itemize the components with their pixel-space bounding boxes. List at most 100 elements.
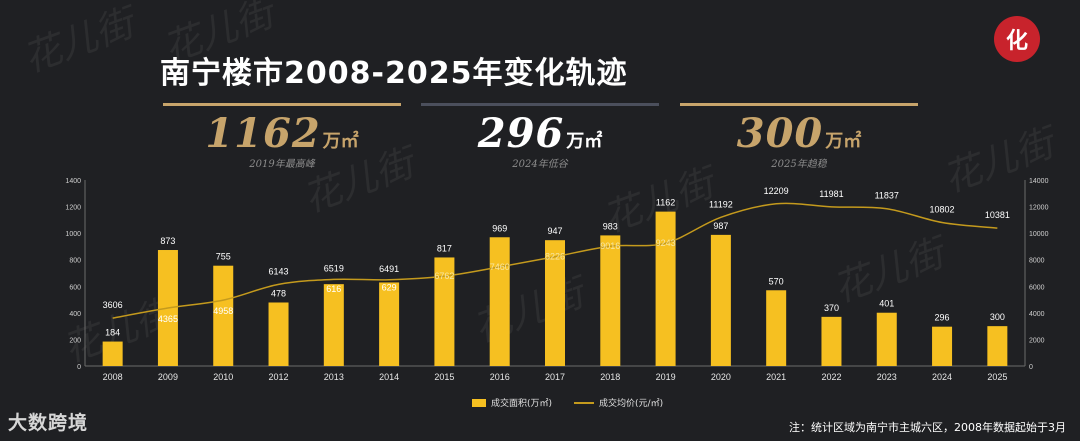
y-tick-label-right: 4000 [1029,311,1045,318]
bar-data-label: 370 [824,303,839,313]
brand-name: 大数跨境 [8,412,89,434]
x-tick-label: 2018 [600,372,620,382]
bar [545,240,565,366]
chart-legend: 成交面积(万㎡) 成交均价(元/㎡) [472,396,663,409]
highlight-caption: 2024年低谷 [512,159,568,170]
y-tick-label-right: 8000 [1029,258,1045,265]
line-data-label: 4958 [213,306,233,316]
bar [489,237,510,366]
bar-data-label: 629 [382,282,397,292]
bar-data-label: 755 [216,252,231,262]
highlight-unit: 万㎡ [322,131,359,152]
bar [710,234,731,366]
footnote: 注：统计区域为南宁市主城六区，2008年数据起始于3月 [789,421,1066,434]
y-tick-label-left: 400 [69,311,81,318]
line-data-label: 4365 [158,314,178,324]
highlight-divider [680,103,918,106]
x-tick-label: 2013 [324,372,344,382]
highlight-unit: 万㎡ [566,131,603,152]
x-tick-label: 2009 [158,372,178,382]
bar-data-label: 983 [603,221,618,231]
x-tick-label: 2010 [213,372,233,382]
bar [932,326,953,366]
highlight-divider [421,103,659,106]
line-data-label: 11981 [819,189,843,199]
x-tick-label: 2023 [877,372,897,382]
x-tick-label: 2012 [269,372,289,382]
x-tick-label: 2019 [656,372,676,382]
legend-item-line: 成交均价(元/㎡) [574,396,663,409]
legend-item-bar: 成交面积(万㎡) [472,396,552,409]
x-tick-label: 2022 [821,372,841,382]
bar [876,312,897,366]
brand-logo-icon: 化 [994,16,1040,62]
line-data-label: 11837 [875,191,899,201]
y-tick-label-left: 1000 [65,231,81,238]
y-tick-label-left: 200 [69,337,81,344]
highlight-peak: 1162 万㎡ 2019年最高峰 [163,110,401,170]
x-tick-label: 2015 [434,372,454,382]
y-tick-label-left: 1400 [65,178,81,185]
page-title: 南宁楼市2008-2025年变化轨迹 [160,56,628,91]
bar-data-label: 300 [990,312,1005,322]
bar [655,211,676,366]
line-data-label: 6491 [379,264,399,274]
y-tick-label-right: 2000 [1029,337,1045,344]
y-tick-label-right: 0 [1029,364,1033,371]
y-tick-label-left: 800 [69,258,81,265]
bar-data-label: 296 [935,313,950,323]
line-data-label: 6762 [434,271,454,281]
x-tick-label: 2025 [987,372,1007,382]
bar [213,265,234,366]
bar [323,284,344,366]
line-data-label: 8226 [545,252,565,262]
highlight-value: 1162 [205,110,321,157]
y-tick-label-right: 12000 [1029,205,1049,212]
x-tick-label: 2024 [932,372,952,382]
y-tick-label-right: 10000 [1029,231,1049,238]
line-data-label: 10802 [930,204,955,214]
line-data-label: 9016 [600,241,620,251]
y-tick-label-left: 600 [69,284,81,291]
line-data-label: 11192 [709,199,733,209]
bar-data-label: 570 [769,276,784,286]
bar-data-label: 817 [437,243,452,253]
bar-data-label: 987 [713,221,728,231]
highlight-caption: 2025年趋稳 [771,159,827,170]
y-tick-label-right: 6000 [1029,284,1045,291]
x-tick-label: 2016 [490,372,510,382]
legend-bar-label: 成交面积(万㎡) [491,399,553,409]
line-data-label: 9243 [656,238,676,248]
bar [600,235,621,366]
bar-data-label: 401 [879,299,894,309]
series-line-price [112,202,998,319]
x-tick-label: 2014 [379,372,399,382]
line-data-label: 6519 [324,263,344,273]
line-data-label: 10381 [985,210,1010,220]
bar-data-label: 1162 [656,198,675,208]
highlight-value: 296 [477,110,565,157]
x-tick-label: 2021 [766,372,786,382]
x-tick-label: 2008 [103,372,123,382]
x-tick-label: 2017 [545,372,565,382]
highlight-caption: 2019年最高峰 [249,159,315,170]
bar [821,316,842,366]
line-data-label: 7460 [490,262,510,272]
highlight-unit: 万㎡ [825,131,862,152]
y-tick-label-left: 0 [77,364,81,371]
bar [766,290,787,366]
y-tick-label-left: 1200 [65,205,81,212]
bar [102,341,123,366]
bar-data-label: 873 [160,236,175,246]
highlight-low: 296 万㎡ 2024年低谷 [421,110,659,170]
highlight-stable: 300 万㎡ 2025年趋稳 [680,110,918,170]
legend-line-label: 成交均价(元/㎡) [599,399,664,409]
bar-data-label: 184 [105,328,120,338]
y-tick-label-right: 14000 [1029,178,1049,185]
highlight-divider [163,103,401,106]
line-data-label: 6143 [269,266,289,276]
bar-data-label: 969 [492,223,507,233]
bar-data-label: 616 [326,284,341,294]
bar [987,326,1008,366]
legend-line-swatch [574,401,595,404]
